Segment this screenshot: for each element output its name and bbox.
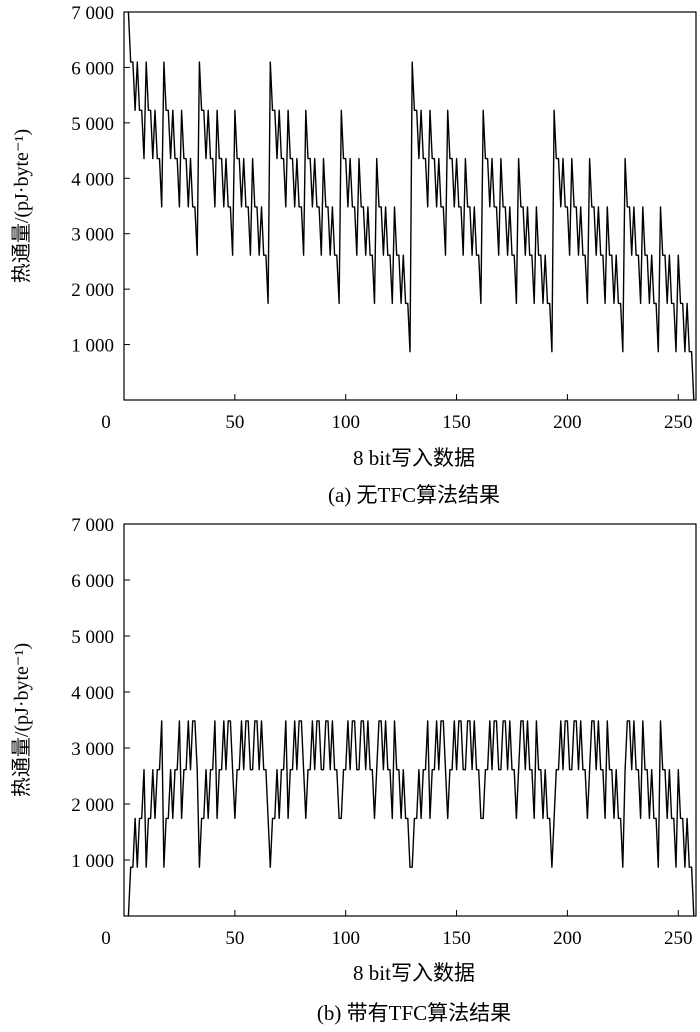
panel-b-xtick-label: 150: [442, 928, 471, 949]
panel-a-ytick-label: 4 000: [71, 169, 114, 190]
panel-a-caption: (a) 无TFC算法结果: [328, 483, 500, 507]
panel-a-ytick-label: 2 000: [71, 280, 114, 301]
panel-a-ytick-label: 1 000: [71, 336, 114, 357]
panel-a-xtick-label: 150: [442, 412, 471, 433]
panel-b: 1 000 2 000 3 000 4 000 5 000 6 000 7 000 0 50 10…: [10, 515, 697, 1025]
panel-b-ylabel: 热通量/(pJ·byte⁻¹): [10, 643, 33, 797]
panel-b-ytick-label: 3 000: [71, 739, 114, 760]
panel-a-xtick-label: 100: [331, 412, 360, 433]
panel-b-xtick-label: 250: [664, 928, 693, 949]
panel-b-plot-frame: [123, 523, 697, 917]
panel-a-ylabel: 热通量/(pJ·byte⁻¹): [10, 129, 33, 283]
panel-a-ytick-label: 3 000: [71, 225, 114, 246]
panel-b-ytick-label: 5 000: [71, 627, 114, 648]
panel-a: 1 000 2 000 3 000 4 000 5 000 6 000 7 000 0 50 10…: [10, 3, 697, 507]
panel-b-caption: (b) 带有TFC算法结果: [317, 1001, 511, 1025]
panel-a-xtick-label: 200: [553, 412, 582, 433]
panel-b-ytick-label: 4 000: [71, 683, 114, 704]
panel-a-xtick-label: 250: [664, 412, 693, 433]
panel-b-ticks: 1 000 2 000 3 000 4 000 5 000 6 000 7 000 0 50 10…: [71, 515, 692, 949]
panel-b-ytick-label: 7 000: [71, 515, 114, 536]
panel-b-ytick-label: 1 000: [71, 851, 114, 872]
panel-a-xtick-label: 50: [225, 412, 244, 433]
panel-a-ytick-label: 6 000: [71, 58, 114, 79]
panel-a-ytick-label: 7 000: [71, 3, 114, 24]
panel-b-xtick-label: 50: [225, 928, 244, 949]
panel-a-series-line: [127, 11, 695, 401]
panel-b-xlabel: 8 bit写入数据: [353, 961, 475, 985]
panel-b-xtick-label: 100: [331, 928, 360, 949]
panel-b-series-line: [127, 720, 695, 917]
panel-a-ticks: 1 000 2 000 3 000 4 000 5 000 6 000 7 000 0 50 10…: [71, 3, 692, 433]
panel-b-ytick-label: 2 000: [71, 795, 114, 816]
panel-a-ytick-label: 5 000: [71, 114, 114, 135]
panel-b-xtick-label: 200: [553, 928, 582, 949]
panel-b-xtick-label: 0: [101, 928, 111, 949]
panel-a-plot-frame: [123, 11, 697, 401]
panel-b-ytick-label: 6 000: [71, 571, 114, 592]
panel-a-xtick-label: 0: [101, 412, 111, 433]
panel-a-xlabel: 8 bit写入数据: [353, 446, 475, 470]
